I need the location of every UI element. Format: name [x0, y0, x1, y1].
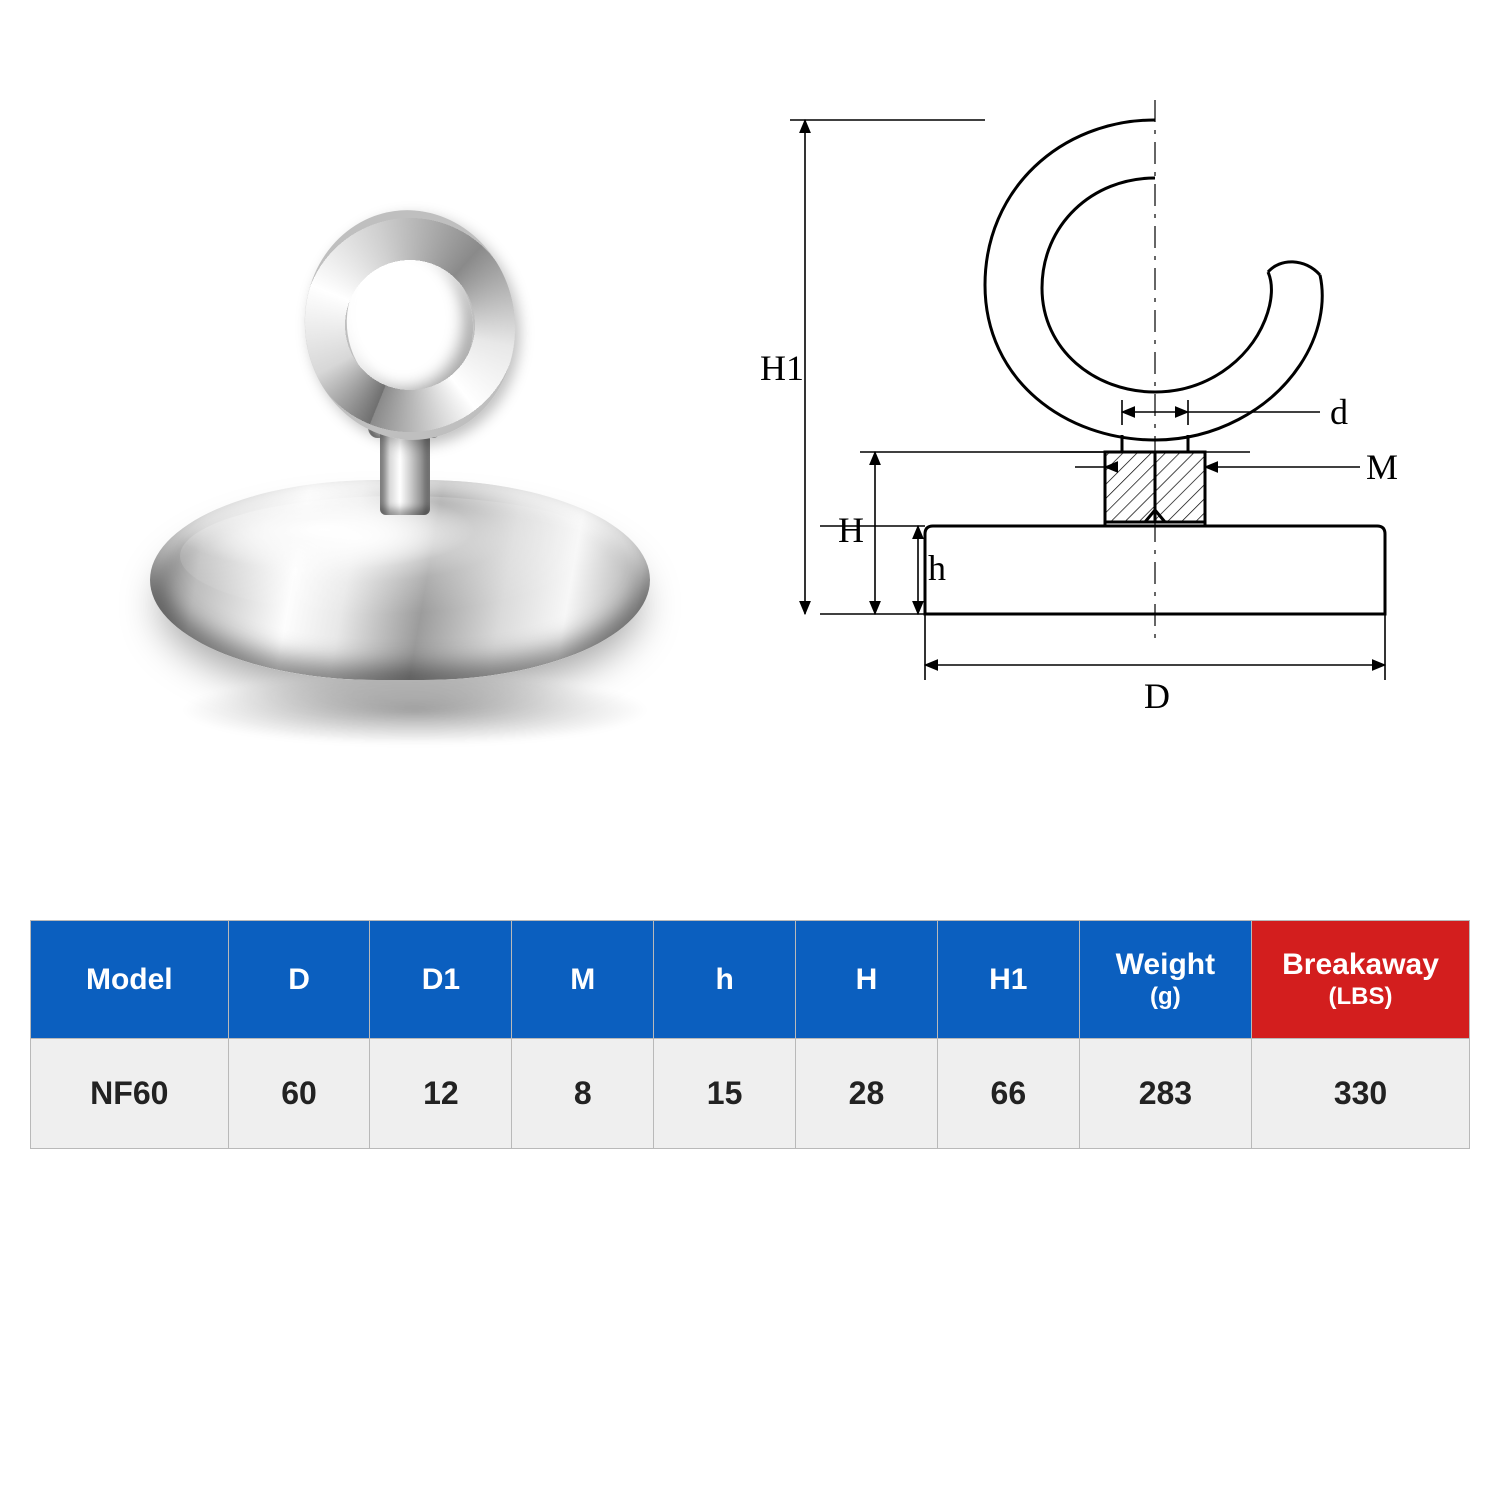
- spec-table: Model D D1 M h H H1 Weight (g) Breakaway…: [30, 920, 1470, 1149]
- cell-H1: 66: [937, 1039, 1079, 1149]
- col-breakaway: Breakaway (LBS): [1252, 921, 1470, 1039]
- col-weight: Weight (g): [1079, 921, 1251, 1039]
- spec-header-row: Model D D1 M h H H1 Weight (g) Breakaway…: [31, 921, 1470, 1039]
- cell-h: 15: [654, 1039, 796, 1149]
- cell-H: 28: [796, 1039, 938, 1149]
- cell-M: 8: [512, 1039, 654, 1149]
- col-D: D: [228, 921, 370, 1039]
- dim-label-h: h: [928, 548, 946, 588]
- dim-label-d: d: [1330, 392, 1348, 432]
- spec-row: NF60 60 12 8 15 28 66 283 330: [31, 1039, 1470, 1149]
- dim-label-M: M: [1366, 447, 1398, 487]
- technical-drawing: d M H1 H: [760, 80, 1460, 760]
- cell-D: 60: [228, 1039, 370, 1149]
- col-H: H: [796, 921, 938, 1039]
- dim-label-D: D: [1144, 676, 1170, 716]
- photo-shadow: [180, 675, 650, 745]
- dim-label-H1: H1: [760, 348, 804, 388]
- cell-weight: 283: [1079, 1039, 1251, 1149]
- col-H1: H1: [937, 921, 1079, 1039]
- cell-D1: 12: [370, 1039, 512, 1149]
- cell-breakaway: 330: [1252, 1039, 1470, 1149]
- eye-ring: [290, 197, 530, 454]
- col-D1: D1: [370, 921, 512, 1039]
- col-h: h: [654, 921, 796, 1039]
- product-photo: [100, 120, 700, 720]
- col-M: M: [512, 921, 654, 1039]
- cell-model: NF60: [31, 1039, 229, 1149]
- dim-label-H: H: [838, 510, 864, 550]
- col-model: Model: [31, 921, 229, 1039]
